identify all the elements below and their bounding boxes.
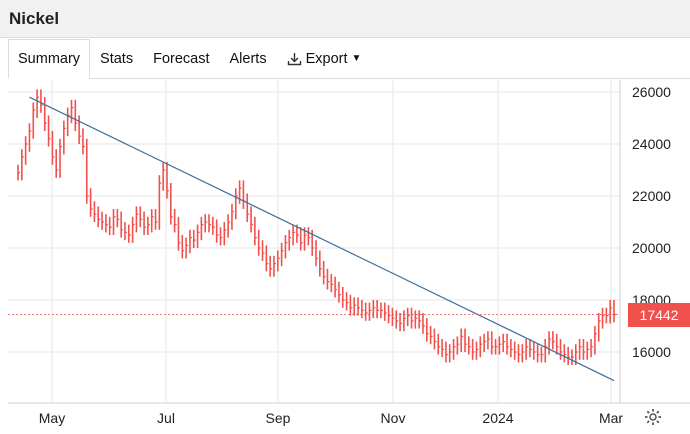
tab-export[interactable]: Export ▼ (277, 39, 372, 78)
tab-stats-label: Stats (100, 50, 134, 67)
tab-summary[interactable]: Summary (8, 39, 91, 79)
x-tick-label: 2024 (482, 410, 514, 426)
tab-bar: Summary Stats Forecast Alerts Export ▼ (8, 39, 690, 79)
current-price-badge: 17442 (628, 302, 690, 327)
y-tick-label: 22000 (632, 188, 671, 204)
chart-area[interactable]: 26000 24000 22000 20000 18000 16000 May Jul Sep… (8, 80, 690, 434)
gear-icon[interactable] (643, 407, 663, 427)
y-tick-label: 24000 (632, 136, 671, 152)
price-chart[interactable] (8, 80, 690, 434)
tab-stats[interactable]: Stats (90, 39, 143, 78)
y-tick-label: 16000 (632, 344, 671, 360)
x-tick-label: Mar (598, 410, 624, 426)
y-tick-label: 20000 (632, 240, 671, 256)
caret-down-icon: ▼ (351, 53, 362, 64)
download-icon (287, 52, 301, 65)
tab-export-label: Export (305, 50, 348, 67)
y-tick-label: 26000 (632, 84, 671, 100)
tab-forecast-label: Forecast (153, 50, 210, 67)
x-tick-label: May (38, 410, 66, 426)
x-tick-label: Sep (265, 410, 291, 426)
tab-forecast[interactable]: Forecast (143, 39, 219, 78)
x-tick-label: Jul (157, 410, 175, 426)
tab-alerts[interactable]: Alerts (220, 39, 277, 78)
page-header: Nickel (0, 0, 690, 38)
trendline[interactable] (29, 96, 615, 382)
tab-summary-label: Summary (18, 51, 81, 67)
x-tick-label: Nov (380, 410, 406, 426)
page-title: Nickel (9, 9, 60, 28)
tab-alerts-label: Alerts (229, 50, 267, 67)
